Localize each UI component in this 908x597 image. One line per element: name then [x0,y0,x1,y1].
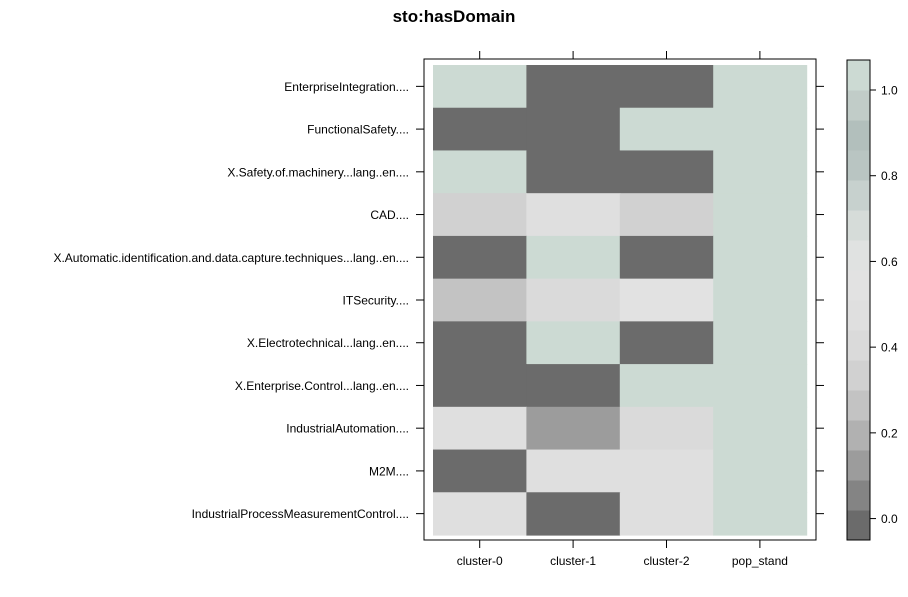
heatmap-cell [526,406,621,451]
y-tick-label: IndustrialAutomation.... [286,422,409,436]
heatmap-cell [526,193,621,237]
y-tick-label: X.Enterprise.Control...lang..en.... [235,379,409,393]
colorbar-tick-label: 1.0 [881,84,898,98]
heatmap-cell [619,321,714,365]
colorbar: 0.0 0.2 0.4 0.6 0.8 1.0 [846,59,898,541]
colorbar-segment [847,300,870,331]
heatmap-cell [433,278,527,322]
y-tick-label: IndustrialProcessMeasurementControl.... [192,507,409,521]
heatmap-cell [619,235,714,280]
heatmap-cell [433,492,527,536]
heatmap-cell [433,449,527,493]
colorbar-tick-label: 0.4 [881,341,898,355]
heatmap-cells [433,65,808,536]
colorbar-segment [847,420,870,451]
heatmap-cell [619,449,714,493]
heatmap-cell [526,278,621,322]
heatmap-cell [526,449,621,493]
y-tick-label: X.Safety.of.machinery...lang..en.... [227,165,409,179]
heatmap-cell [713,107,808,152]
y-tick-label: X.Automatic.identification.and.data.capt… [53,251,409,265]
colorbar-segment [847,120,870,151]
x-tick-label: cluster-1 [550,554,596,568]
heatmap-cell [713,235,808,280]
colorbar-segment [847,90,870,121]
colorbar-segment [847,450,870,481]
heatmap-cell [433,364,527,408]
colorbar-tick-label: 0.2 [881,426,898,440]
heatmap-cell [713,321,808,365]
axes: EnterpriseIntegration.... FunctionalSafet… [53,51,824,568]
colorbar-segment [847,510,870,541]
heatmap-cell [619,492,714,536]
heatmap-cell [619,278,714,322]
heatmap-cell [433,193,527,237]
colorbar-segment [847,390,870,421]
y-tick-label: X.Electrotechnical...lang..en.... [247,336,409,350]
heatmap-cell [526,107,621,152]
y-tick-label: M2M.... [369,464,409,478]
heatmap-cell [526,492,621,536]
colorbar-tick-label: 0.8 [881,169,898,183]
colorbar-segment [847,60,870,91]
heatmap-cell [433,235,527,280]
colorbar-segment [847,240,870,271]
colorbar-segment [847,210,870,241]
x-tick-label: pop_stand [732,554,788,568]
chart-title: sto:hasDomain [393,7,516,26]
heatmap-cell [619,65,714,109]
heatmap-cell [526,321,621,365]
colorbar-segment [847,330,870,361]
heatmap-cell [433,107,527,152]
y-tick-label: FunctionalSafety.... [307,123,409,137]
heatmap-cell [713,150,808,194]
heatmap-cell [619,406,714,451]
x-tick-label: cluster-0 [457,554,503,568]
x-tick-label: cluster-2 [643,554,689,568]
heatmap-cell [713,406,808,451]
heatmap-cell [713,278,808,322]
colorbar-segment [847,360,870,391]
colorbar-frame [846,59,871,541]
heatmap-cell [526,364,621,408]
y-tick-label: EnterpriseIntegration.... [284,80,409,94]
heatmap-cell [619,150,714,194]
heatmap-cell [713,449,808,493]
colorbar-tick-label: 0.0 [881,512,898,526]
heatmap-cell [713,364,808,408]
colorbar-segment [847,270,870,301]
heatmap-cell [433,321,527,365]
heatmap-cell [433,406,527,451]
y-tick-label: CAD.... [370,208,409,222]
heatmap-cell [619,193,714,237]
heatmap-cell [619,107,714,152]
heatmap-cell [526,150,621,194]
heatmap-cell [433,150,527,194]
colorbar-segment [847,150,870,181]
colorbar-segment [847,480,870,511]
heatmap-cell [713,65,808,109]
heatmap-cell [526,65,621,109]
heatmap-cell [619,364,714,408]
colorbar-segment [847,180,870,211]
colorbar-tick-label: 0.6 [881,255,898,269]
heatmap-cell [713,193,808,237]
heatmap-cell [713,492,808,536]
heatmap-cell [433,65,527,109]
heatmap-cell [526,235,621,280]
y-tick-label: ITSecurity.... [343,294,409,308]
